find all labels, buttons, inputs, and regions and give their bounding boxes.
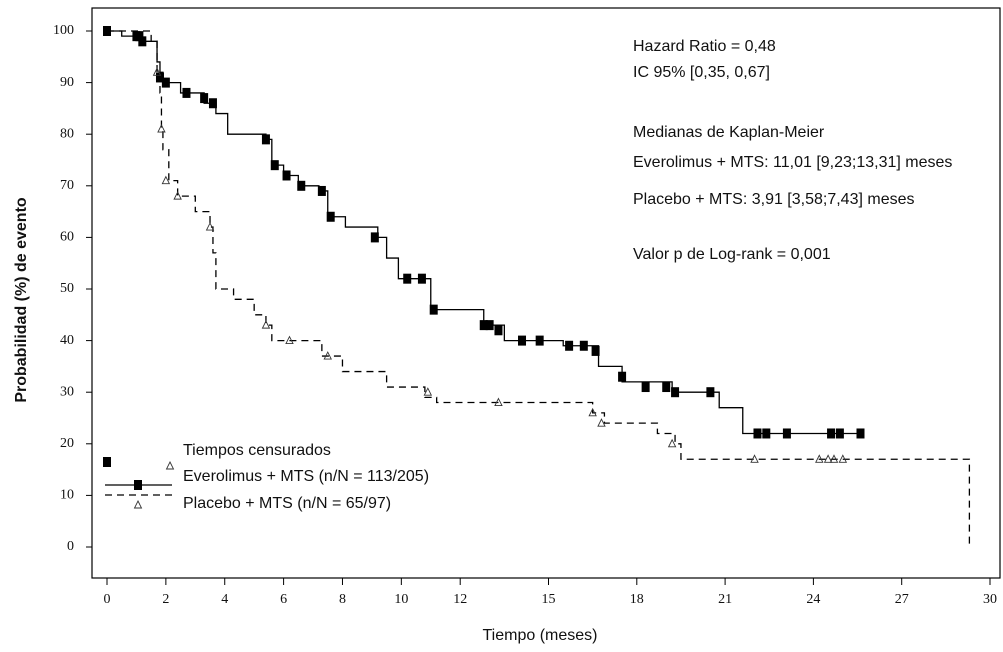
x-tick-label: 2 xyxy=(162,592,169,607)
censor-mark xyxy=(588,407,597,417)
x-tick-label: 21 xyxy=(718,592,732,607)
censor-mark xyxy=(518,335,527,346)
censor-mark xyxy=(135,31,144,42)
censor-mark xyxy=(182,87,191,98)
censor-mark xyxy=(261,320,271,329)
annotation: Valor p de Log-rank = 0,001 xyxy=(633,246,831,263)
censor-mark xyxy=(152,67,162,76)
censor-mark xyxy=(618,371,627,382)
x-tick-label: 30 xyxy=(983,592,997,607)
y-tick-label: 70 xyxy=(60,178,74,193)
x-tick-label: 15 xyxy=(542,592,556,607)
annotation: Medianas de Kaplan-Meier xyxy=(633,124,825,141)
censor-mark xyxy=(641,382,650,393)
annotation: Placebo + MTS: 3,91 [3,58;7,43] meses xyxy=(633,191,915,208)
censor-mark xyxy=(835,428,844,439)
x-axis-label: Tiempo (meses) xyxy=(483,627,598,644)
y-tick-label: 90 xyxy=(60,75,74,90)
censor-mark xyxy=(323,351,332,360)
censor-mark xyxy=(827,428,836,439)
y-tick-label: 60 xyxy=(60,230,74,245)
legend-label: Everolimus + MTS (n/N = 113/205) xyxy=(183,468,429,485)
annotation: Hazard Ratio = 0,48 xyxy=(633,38,776,55)
censor-mark xyxy=(750,454,759,463)
censor-mark xyxy=(208,98,217,109)
censor-mark xyxy=(285,335,294,345)
y-tick-label: 0 xyxy=(67,539,74,554)
censor-mark xyxy=(317,185,326,196)
censor-mark xyxy=(173,191,182,200)
censor-mark xyxy=(706,387,715,398)
censor-mark xyxy=(326,211,335,222)
annotation: Everolimus + MTS: 11,01 [9,23;13,31] mes… xyxy=(633,154,952,171)
legend-title: Tiempos censurados xyxy=(183,442,331,459)
legend-symbol xyxy=(134,480,142,490)
y-tick-label: 20 xyxy=(60,436,74,451)
censor-mark xyxy=(297,180,306,191)
legend-symbol xyxy=(165,460,175,470)
survival-curve xyxy=(107,30,971,547)
censor-mark xyxy=(838,454,848,463)
y-tick-label: 100 xyxy=(53,23,74,38)
y-tick-label: 80 xyxy=(60,126,74,141)
censor-mark xyxy=(479,320,488,331)
x-tick-label: 18 xyxy=(630,592,644,607)
y-tick-label: 40 xyxy=(60,333,74,348)
censor-mark xyxy=(200,93,209,104)
censor-mark xyxy=(662,382,671,393)
censor-mark xyxy=(161,77,170,88)
censor-mark xyxy=(423,387,433,396)
censor-mark xyxy=(161,175,171,185)
annotation: IC 95% [0,35, 0,67] xyxy=(633,64,770,81)
censor-mark xyxy=(261,134,270,145)
censor-mark xyxy=(565,340,574,351)
censor-mark xyxy=(535,335,544,346)
censor-mark xyxy=(856,428,865,439)
censor-mark xyxy=(829,454,839,463)
censor-mark xyxy=(138,36,147,47)
censor-mark xyxy=(782,428,791,439)
x-tick-label: 12 xyxy=(453,592,467,607)
y-tick-label: 50 xyxy=(60,281,74,296)
censor-mark xyxy=(494,397,503,406)
censor-mark xyxy=(485,320,494,331)
x-tick-label: 10 xyxy=(394,592,408,607)
censor-mark xyxy=(823,454,833,463)
y-tick-label: 30 xyxy=(60,384,74,399)
censor-mark xyxy=(370,232,379,243)
x-tick-label: 27 xyxy=(895,592,909,607)
censor-mark xyxy=(579,340,588,351)
censor-mark xyxy=(282,170,291,181)
plot-frame xyxy=(91,7,1001,579)
censor-mark xyxy=(762,428,771,439)
censor-mark xyxy=(205,222,215,231)
censor-mark xyxy=(597,418,606,427)
censor-mark xyxy=(591,345,600,356)
y-tick-label: 10 xyxy=(60,488,74,503)
censor-mark xyxy=(815,454,824,463)
censor-mark xyxy=(417,273,426,284)
x-tick-label: 8 xyxy=(339,592,346,607)
censor-mark xyxy=(157,124,166,133)
censor-mark xyxy=(494,325,503,336)
legend-symbol xyxy=(103,457,111,467)
x-tick-label: 4 xyxy=(221,592,228,607)
censor-mark xyxy=(667,438,677,448)
censor-mark xyxy=(270,160,279,171)
censor-mark xyxy=(671,387,680,398)
survival-curve xyxy=(107,30,864,435)
x-tick-label: 0 xyxy=(104,592,111,607)
censor-mark xyxy=(403,273,412,284)
y-axis-label: Probabilidad (%) de evento xyxy=(13,197,30,403)
censor-mark xyxy=(429,304,438,315)
censor-mark xyxy=(753,428,762,439)
x-tick-label: 6 xyxy=(280,592,287,607)
legend-symbol xyxy=(133,499,143,509)
x-tick-label: 24 xyxy=(806,592,820,607)
legend-label: Placebo + MTS (n/N = 65/97) xyxy=(183,495,391,512)
